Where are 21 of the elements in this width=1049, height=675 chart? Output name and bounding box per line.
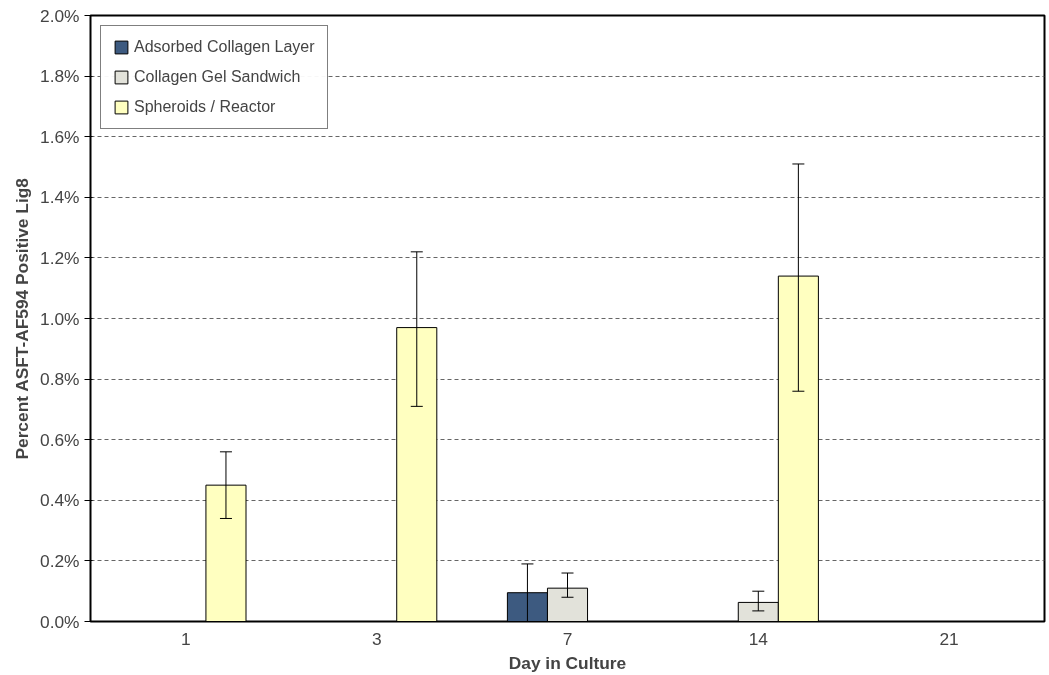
- legend-label: Spheroids / Reactor: [134, 98, 276, 116]
- y-tick-label: 0.8%: [40, 369, 80, 390]
- y-tick-label: 1.4%: [40, 187, 80, 208]
- y-tick-label: 1.0%: [40, 308, 80, 329]
- x-tick-label: 3: [371, 628, 382, 649]
- x-tick-label: 14: [748, 628, 769, 649]
- legend-label: Collagen Gel Sandwich: [134, 68, 301, 86]
- y-tick-label: 2.0%: [40, 5, 80, 26]
- y-tick-label: 0.4%: [40, 490, 80, 511]
- x-tick-label: 21: [939, 628, 959, 649]
- y-tick-label: 0.2%: [40, 550, 80, 571]
- y-tick-label: 0.6%: [40, 429, 80, 450]
- y-tick-label: 1.8%: [40, 66, 80, 87]
- y-tick-label: 1.6%: [40, 126, 80, 147]
- x-tick-label: 7: [562, 628, 573, 649]
- x-tick-label: 1: [181, 628, 191, 649]
- y-tick-label: 0.0%: [40, 611, 80, 632]
- y-axis-title: Percent ASFT-AF594 Positive Lig8: [12, 177, 32, 460]
- legend-label: Adsorbed Collagen Layer: [134, 38, 315, 56]
- y-tick-label: 1.2%: [40, 247, 80, 268]
- x-axis-title: Day in Culture: [508, 652, 627, 673]
